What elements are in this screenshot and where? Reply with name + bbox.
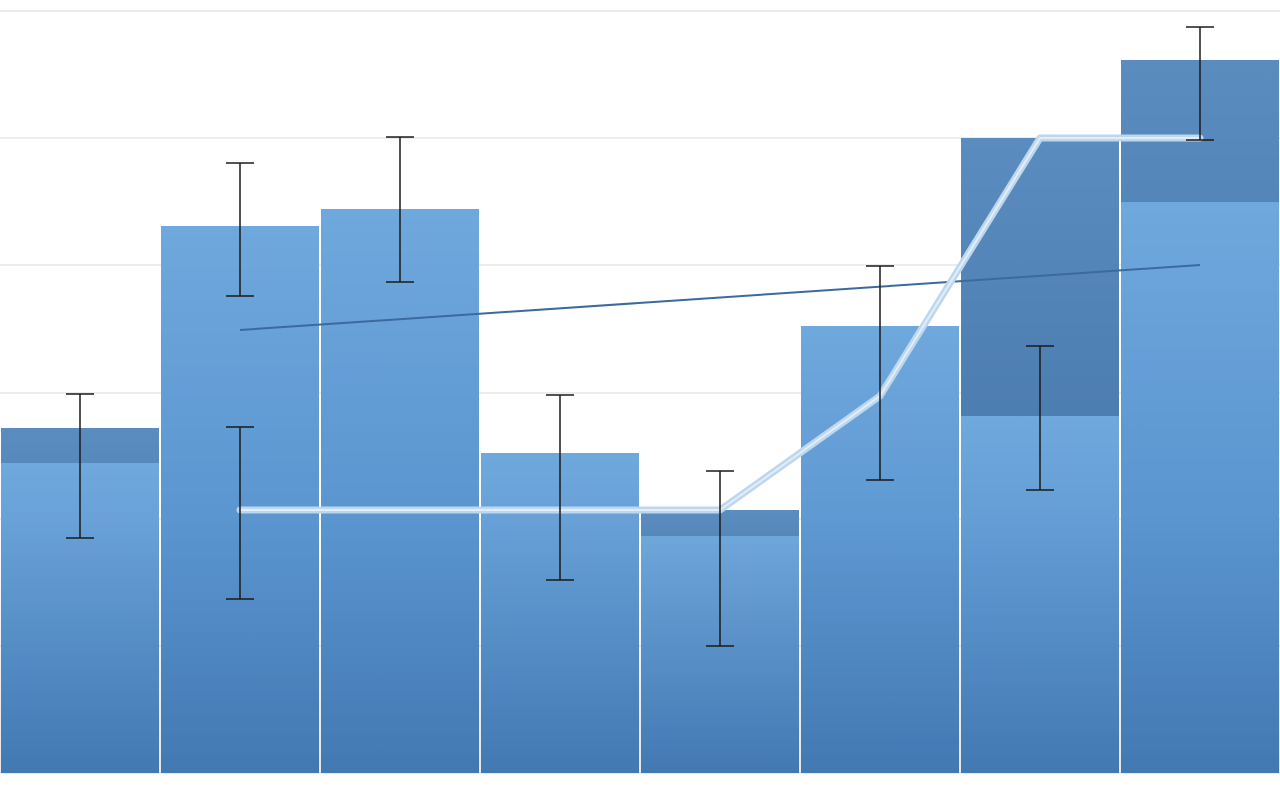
bar-front <box>1121 202 1279 773</box>
bar-front <box>321 209 479 773</box>
bar-line-chart <box>0 0 1280 785</box>
chart-svg <box>0 0 1280 785</box>
